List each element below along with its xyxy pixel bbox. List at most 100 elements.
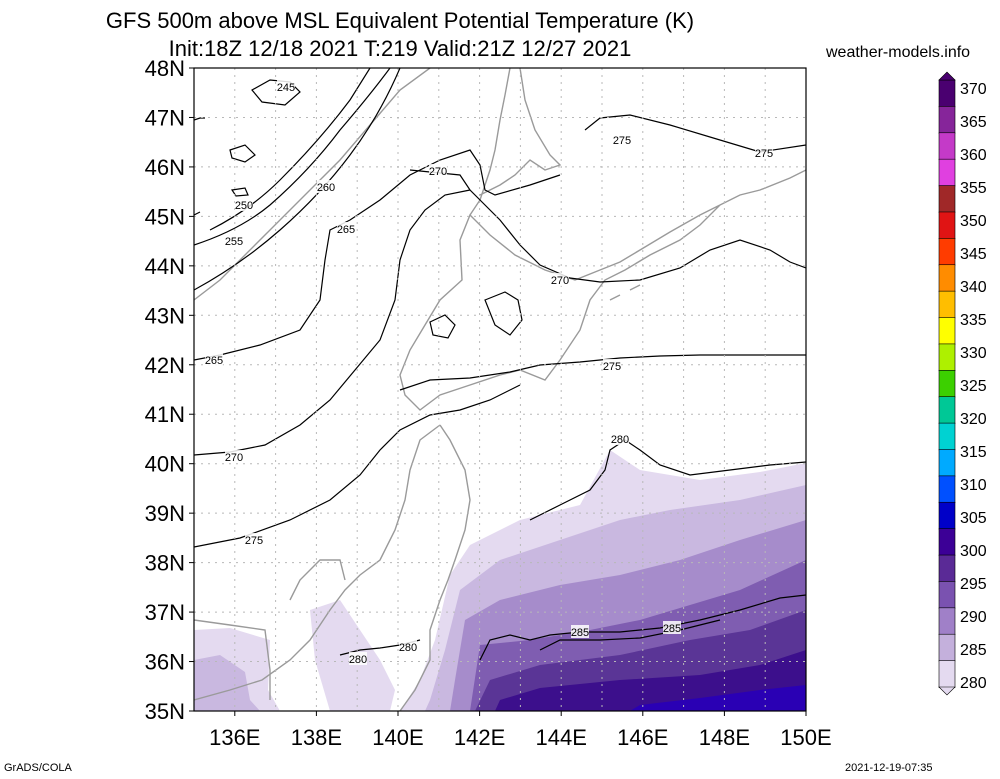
contour-label-bg (613, 133, 631, 146)
contour-275-west (194, 384, 521, 548)
lat-tick-label: 45N (145, 204, 185, 229)
contour-label-bg (611, 432, 629, 445)
contour-250c (209, 68, 371, 231)
lat-tick-label: 43N (145, 303, 185, 328)
colorbar-label: 350 (960, 213, 987, 230)
contour-label: 285 (663, 623, 681, 635)
coast-sakhalin (469, 68, 562, 216)
colorbar-label: 325 (960, 378, 987, 395)
contour-labels: 245 250 255 260 265 270 270 270 275 275 275 275 265 2… (205, 80, 773, 666)
colorbar-swatch (938, 607, 956, 636)
lon-tick-label: 146E (617, 725, 668, 750)
colorbar-label: 360 (960, 147, 987, 164)
coast-honshu-west (194, 424, 441, 701)
contour-label: 270 (225, 452, 243, 464)
lat-tick-label: 41N (145, 402, 185, 427)
lat-tick-label: 38N (145, 551, 185, 576)
colorbar-label: 285 (960, 642, 987, 659)
colorbar-bottom-arrow (938, 686, 956, 696)
lat-axis: 48N 47N 46N 45N 44N 43N 42N 41N 40N 39N 38N 37N 36N 3… (145, 56, 194, 724)
coastlines (194, 68, 806, 711)
contour-label-bg (245, 533, 263, 546)
contours (194, 68, 806, 661)
footer-credit: GrADS/COLA (4, 762, 72, 774)
footer-timestamp: 2021-12-19-07:35 (845, 762, 933, 774)
colorbar-swatch (938, 660, 956, 688)
contour-260 (194, 68, 401, 291)
contour-misc (194, 117, 205, 216)
colorbar-label: 290 (960, 609, 987, 626)
colorbar-swatch (938, 185, 956, 213)
contour-label: 265 (337, 224, 355, 236)
site-label: weather-models.info (826, 44, 971, 61)
colorbar-label: 345 (960, 246, 987, 263)
colorbar-label: 340 (960, 279, 987, 296)
colorbar-swatch (938, 158, 956, 187)
lon-tick-label: 138E (291, 725, 342, 750)
lat-tick-label: 40N (145, 452, 185, 477)
contour-label-bg (571, 625, 589, 638)
contour-label: 275 (245, 535, 263, 547)
coast-asia (194, 68, 431, 700)
colorbar-swatch (938, 370, 956, 398)
colorbar-label: 305 (960, 510, 987, 527)
colorbar-swatch (938, 238, 956, 266)
contour-label: 265 (205, 355, 223, 367)
contour-label-bg (755, 146, 773, 159)
colorbar-label: 365 (960, 114, 987, 131)
contour-label: 260 (317, 182, 335, 194)
contour-label: 255 (225, 236, 243, 248)
colorbar-swatch (938, 79, 956, 108)
contour-label-bg (225, 450, 243, 463)
contour-label-bg (235, 198, 253, 211)
colorbar-swatch (938, 501, 956, 530)
chart-subtitle: Init:18Z 12/18 2021 T:219 Valid:21Z 12/2… (168, 36, 632, 61)
colorbar-swatch (938, 554, 956, 583)
coast-hokkaido (399, 204, 721, 411)
shade-west-2 (194, 655, 260, 711)
contour-label: 275 (755, 148, 773, 160)
contour-label-bg (337, 222, 355, 235)
colorbar-swatch (938, 132, 956, 160)
colorbar-swatch (938, 475, 956, 504)
contour-280-east (529, 439, 806, 521)
colorbar-swatch (938, 528, 956, 556)
coast-korea-east (289, 559, 346, 601)
lon-tick-label: 140E (372, 725, 423, 750)
theta-e-shading (194, 450, 806, 711)
colorbar: 370 365 360 355 350 345 340 335 330 325 320 315 310 3… (938, 71, 987, 696)
colorbar-label: 355 (960, 180, 987, 197)
contour-270-north (409, 169, 806, 283)
colorbar-label: 335 (960, 312, 987, 329)
lon-tick-label: 142E (454, 725, 505, 750)
contour-label: 250 (235, 200, 253, 212)
colorbar-label: 300 (960, 543, 987, 560)
colorbar-swatch (938, 396, 956, 424)
lon-tick-label: 136E (209, 725, 260, 750)
contour-label-bg (663, 621, 681, 634)
contour-label: 280 (349, 654, 367, 666)
contour-label-bg (399, 640, 417, 653)
contour-265 (194, 149, 561, 361)
contour-label-bg (225, 234, 243, 247)
contour-label: 270 (551, 275, 569, 287)
contour-255 (194, 68, 391, 246)
contour-label: 275 (603, 361, 621, 373)
contour-label: 245 (277, 82, 295, 94)
colorbar-swatch (938, 106, 956, 134)
lon-axis: 136E 138E 140E 142E 144E 146E 148E 150E (209, 711, 832, 750)
lat-tick-label: 42N (145, 353, 185, 378)
colorbar-label: 370 (960, 81, 987, 98)
colorbar-top-arrow (938, 71, 956, 81)
contour-label: 270 (429, 166, 447, 178)
contour-270-loop1 (429, 314, 456, 339)
contour-285 (479, 594, 806, 661)
coast-kuril (609, 169, 806, 301)
colorbar-label: 280 (960, 675, 987, 692)
contour-270-west (194, 189, 471, 456)
coast-honshu-east (399, 424, 471, 711)
contour-label: 280 (611, 434, 629, 446)
contour-label-bg (349, 652, 367, 665)
colorbar-swatch (938, 317, 956, 345)
